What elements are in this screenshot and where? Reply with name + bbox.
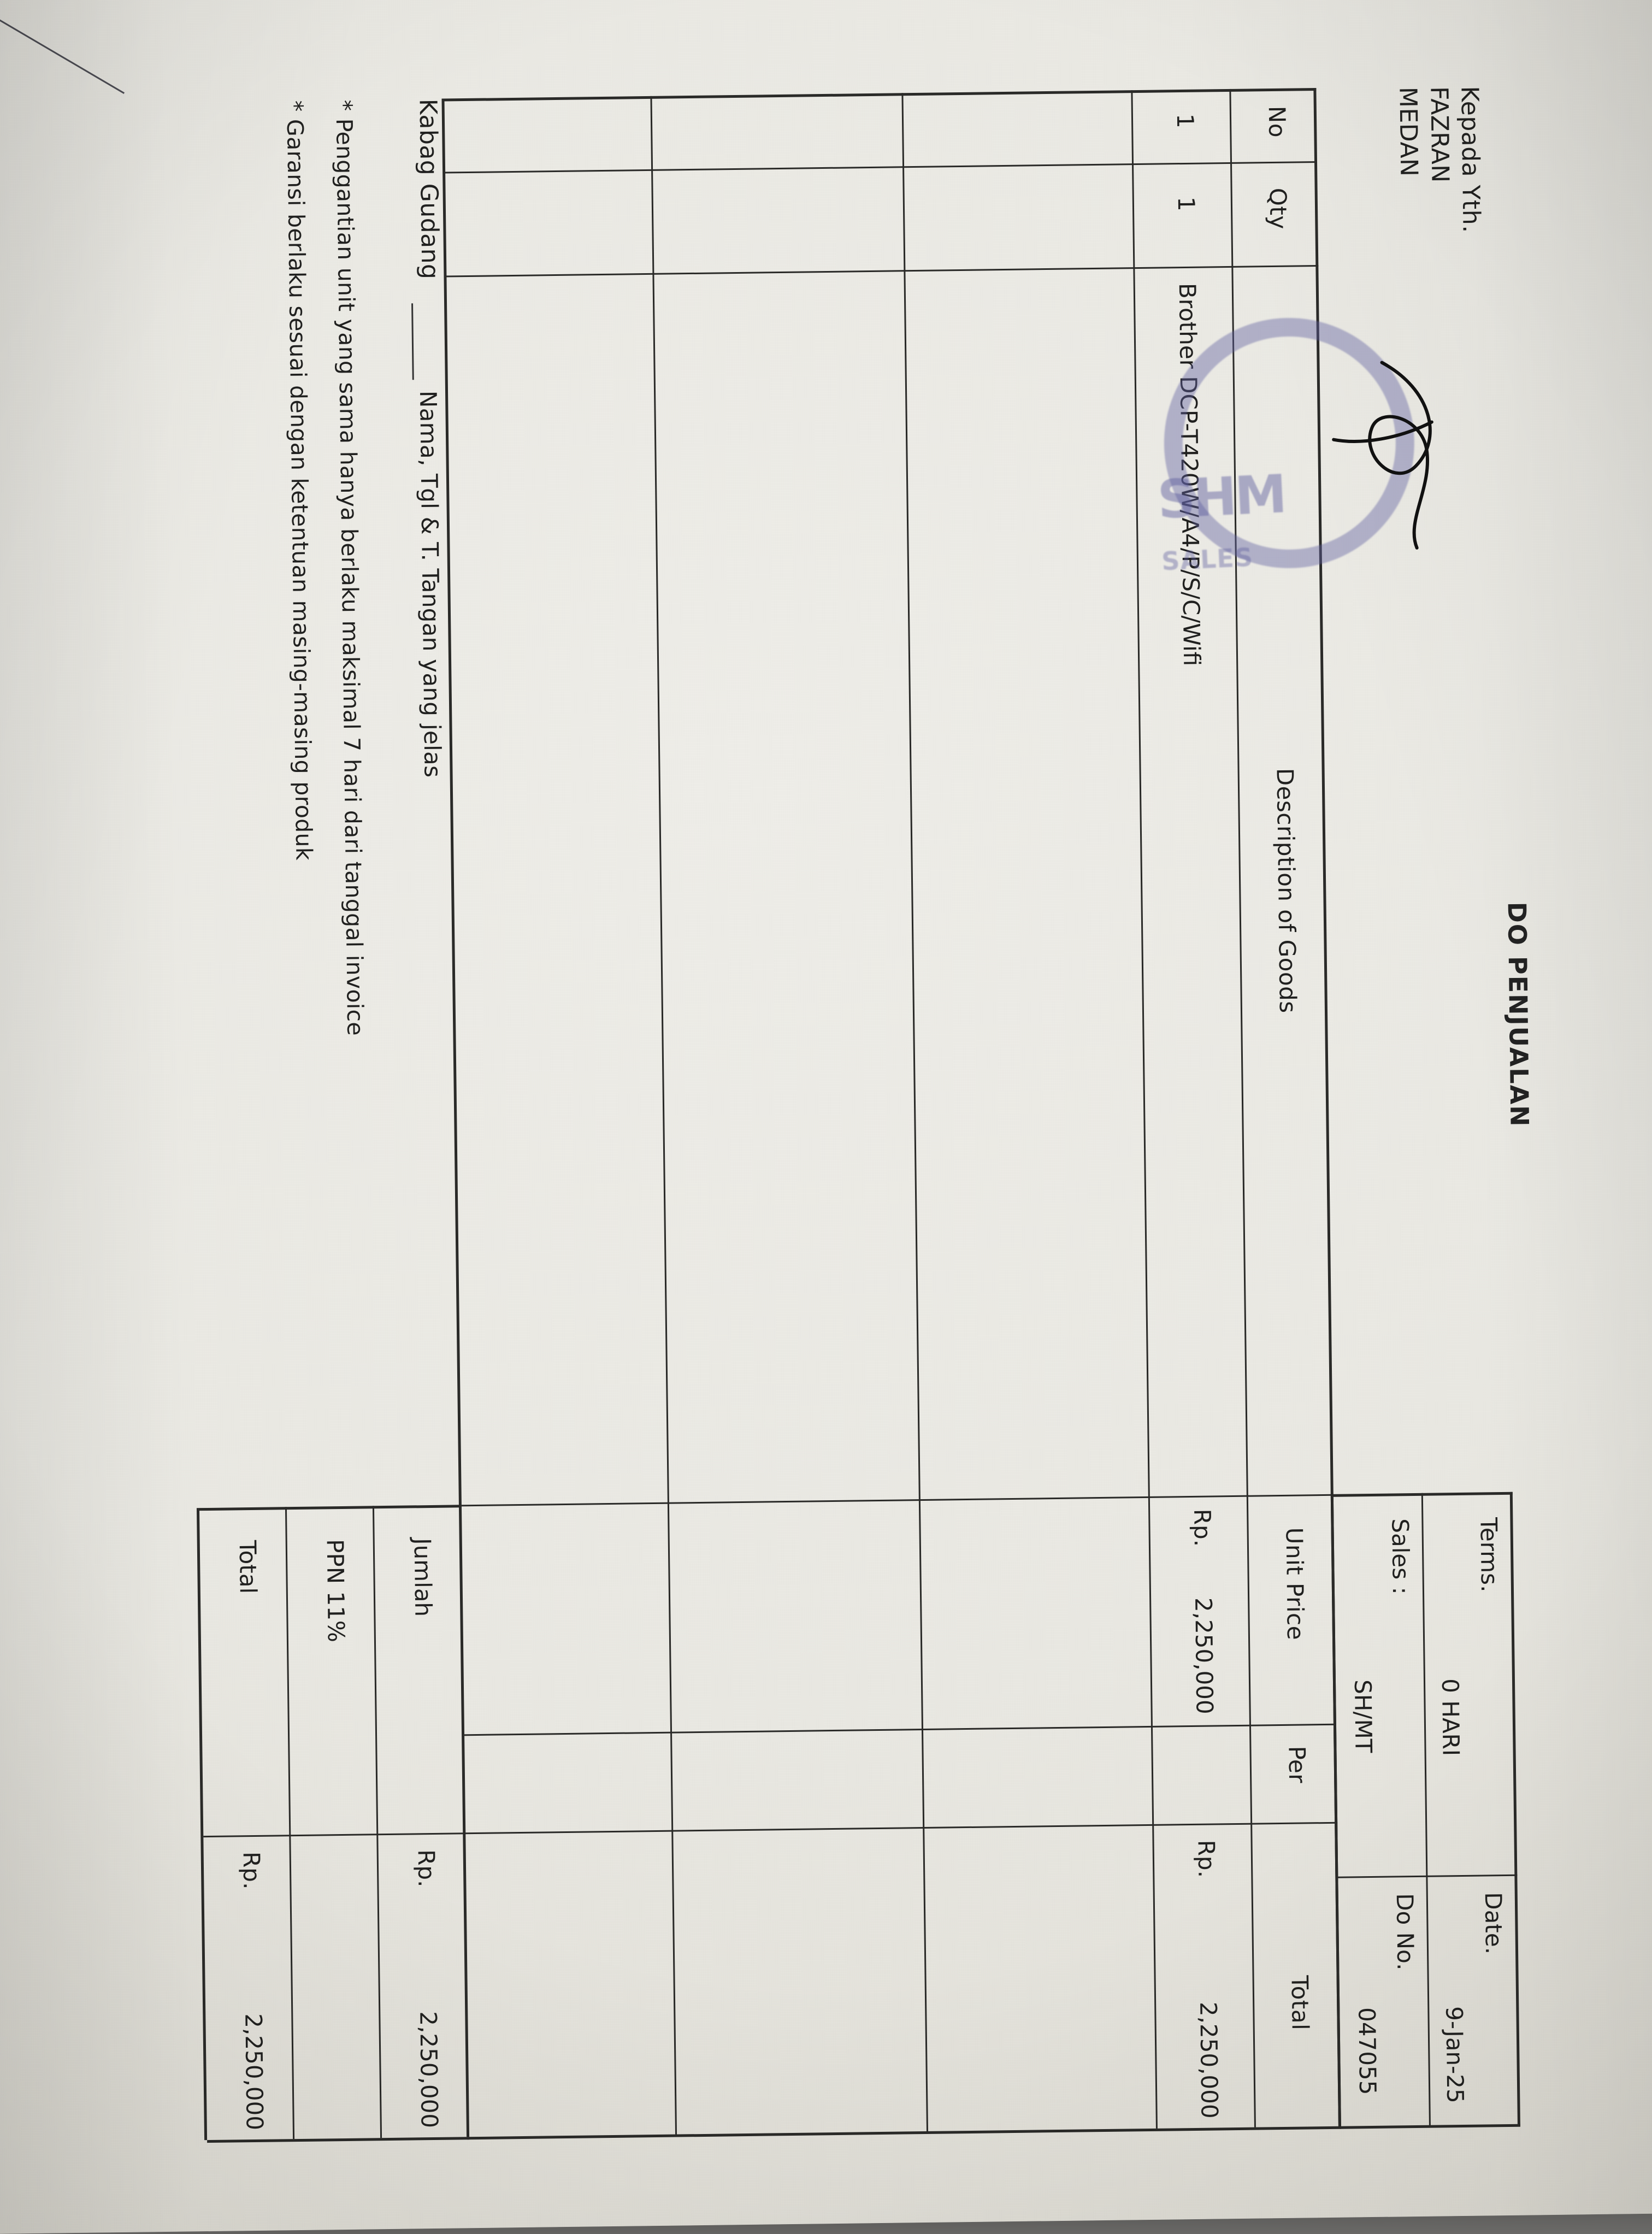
sales-label: Sales : <box>1386 1518 1414 1595</box>
note-warranty: * Garansi berlaku sesuai dengan ketentua… <box>281 101 317 861</box>
col-no-rule <box>443 161 1317 174</box>
meta-box-right-rule <box>1340 2124 1520 2129</box>
date-label: Date. <box>1480 1892 1507 1954</box>
recipient-name: FAZRAN <box>1423 86 1456 234</box>
do-no-value: 047055 <box>1353 2007 1381 2095</box>
col-header-no: No <box>1264 106 1291 138</box>
table-row3-bottom-rule <box>650 96 677 2135</box>
table-header-bottom-rule <box>1229 89 1256 2127</box>
col-header-qty: Qty <box>1265 188 1292 229</box>
table-row2-bottom-rule <box>901 93 928 2131</box>
summary-rule-2 <box>285 1507 294 2139</box>
col-header-unit-price: Unit Price <box>1281 1527 1309 1640</box>
table-header-top-rule <box>1313 88 1341 2126</box>
table-right-border <box>467 2126 1341 2140</box>
signature-instruction: Nama, Tgl & T. Tangan yang jelas <box>415 391 446 778</box>
col-header-per: Per <box>1283 1746 1311 1783</box>
summary-currency-total: Rp. <box>238 1852 266 1890</box>
col-header-description: Description of Goods <box>1272 768 1301 1013</box>
delivery-order-form: DO PENJUALAN Kepada Yth. FAZRAN MEDAN Te… <box>95 49 1562 2165</box>
summary-value-ppn <box>353 1921 356 2129</box>
col-unitprice-rule <box>462 1724 1336 1736</box>
handwritten-signature-icon <box>1321 356 1466 587</box>
summary-value-total: 2,250,000 <box>239 1923 268 2131</box>
terms-value: 0 HARI <box>1437 1678 1465 1756</box>
summary-label-total: Total <box>234 1540 262 1594</box>
table-body-bottom-rule <box>441 98 469 2137</box>
summary-value-jumlah: 2,250,000 <box>414 1920 443 2129</box>
recipient-city: MEDAN <box>1392 87 1425 234</box>
row-unit-price: 2,250,000 <box>1189 1550 1218 1714</box>
page-title: DO PENJUALAN <box>1502 901 1535 1128</box>
col-per-rule <box>463 1822 1337 1835</box>
rotated-document: DO PENJUALAN Kepada Yth. FAZRAN MEDAN Te… <box>95 49 1562 2165</box>
signature-rule <box>411 303 414 380</box>
row-total: 2,250,000 <box>1194 1911 1223 2119</box>
terms-label: Terms. <box>1475 1517 1503 1593</box>
summary-rule-1 <box>373 1506 382 2138</box>
row-description: Brother DCP-T420W/A4/P/S/C/Wifi <box>1174 283 1206 667</box>
signature-title: Kabag Gudang <box>414 99 444 280</box>
col-header-total: Total <box>1287 1975 1314 2030</box>
recipient-label: Kepada Yth. <box>1454 86 1486 233</box>
table-row1-bottom-rule <box>1131 90 1158 2129</box>
note-replacement: * Penggantian unit yang sama hanya berla… <box>331 99 368 1036</box>
summary-rule-3 <box>197 1508 207 2140</box>
summary-label-ppn: PPN 11% <box>322 1539 350 1642</box>
summary-currency-jumlah: Rp. <box>413 1849 440 1888</box>
row-no: 1 <box>1172 114 1199 128</box>
summary-left-border <box>199 1505 462 1511</box>
meta-box-mid-rule <box>1421 1493 1431 2127</box>
summary-right-border <box>207 2137 469 2143</box>
meta-box-top-rule <box>1510 1492 1520 2126</box>
date-value: 9-Jan-25 <box>1441 2006 1468 2103</box>
sales-value: SH/MT <box>1349 1679 1377 1753</box>
row-total-currency: Rp. <box>1193 1840 1220 1878</box>
col-qty-rule <box>444 265 1318 278</box>
do-no-label: Do No. <box>1391 1893 1419 1971</box>
row-unit-price-currency: Rp. <box>1189 1508 1216 1547</box>
col-desc-rule <box>459 1494 1334 1507</box>
recipient-block: Kepada Yth. FAZRAN MEDAN <box>1392 86 1486 234</box>
summary-label-jumlah: Jumlah <box>409 1538 437 1617</box>
table-left-border <box>442 88 1316 102</box>
summary-split-border <box>203 1832 465 1837</box>
row-qty: 1 <box>1173 197 1200 211</box>
